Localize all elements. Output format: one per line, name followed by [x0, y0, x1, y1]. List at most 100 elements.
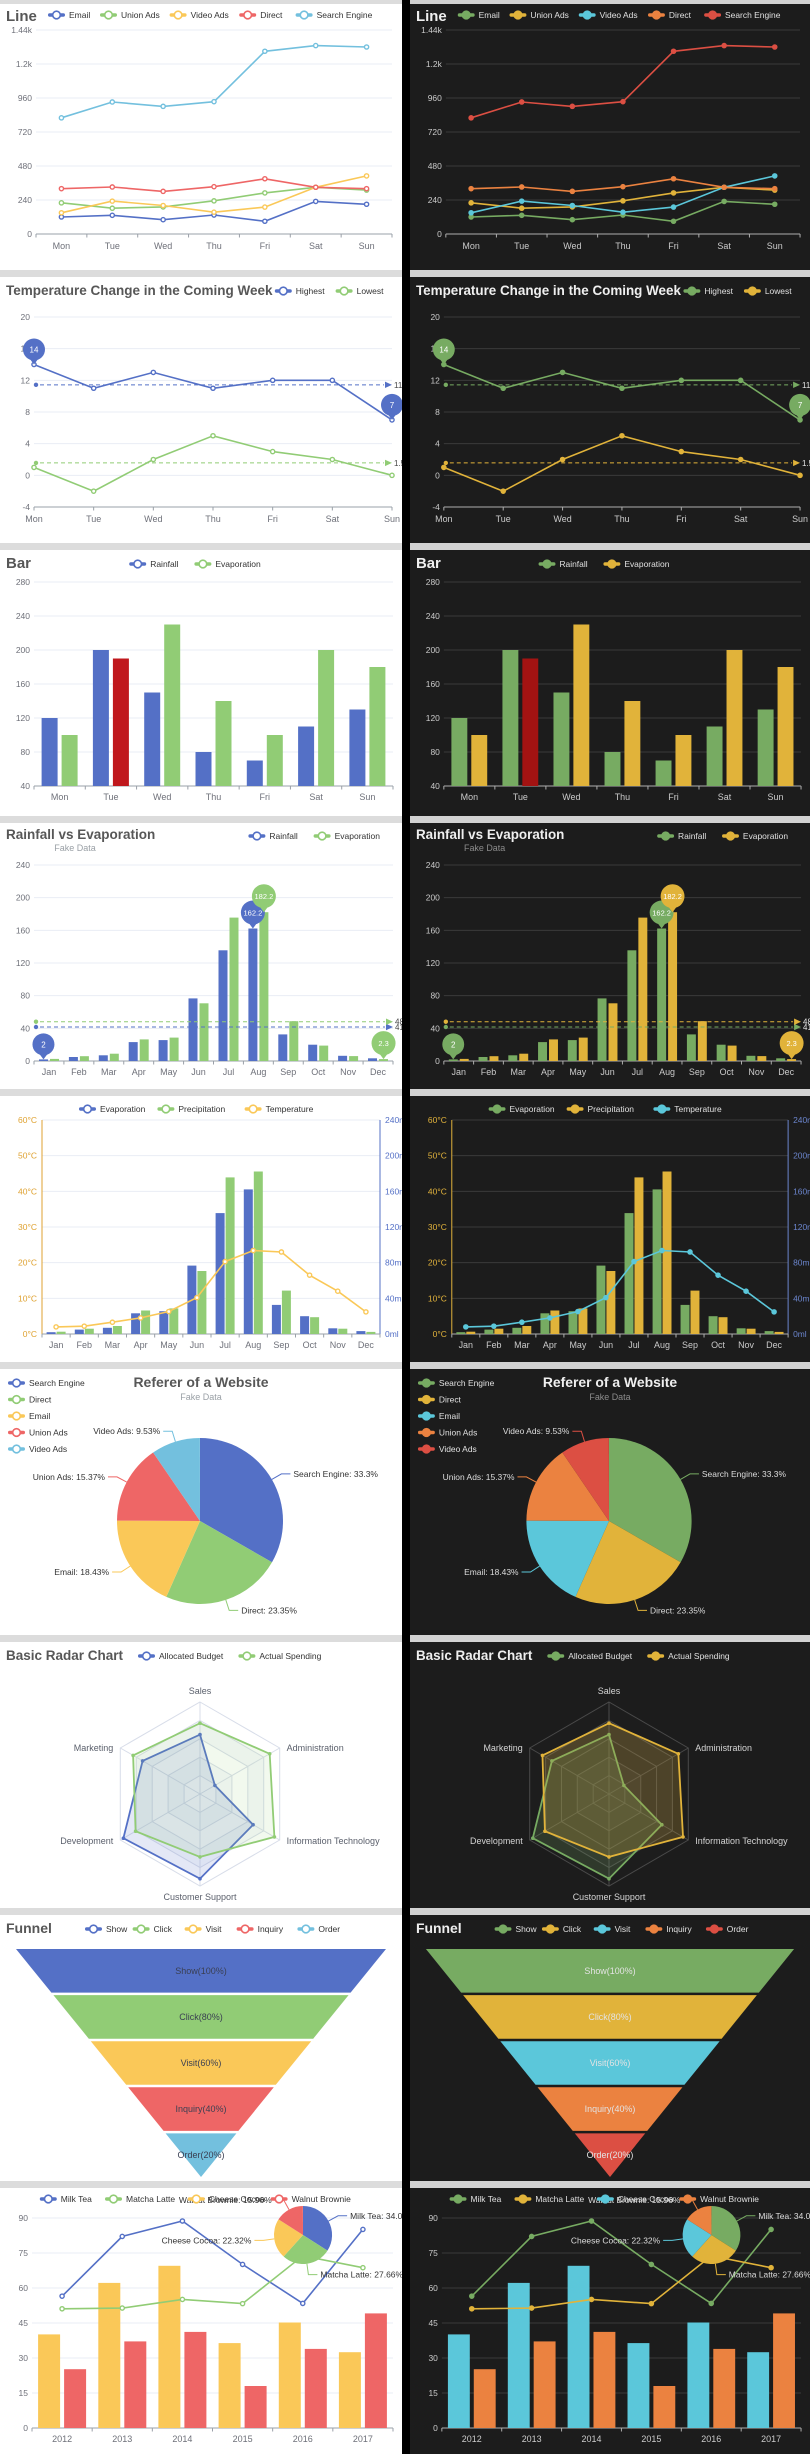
legend-item-lowest[interactable]: Lowest: [743, 286, 792, 296]
legend-item-allocated-budget[interactable]: Allocated Budget: [547, 1651, 633, 1661]
legend-item-walnut-brownie[interactable]: Walnut Brownie: [679, 2194, 759, 2204]
inset-pie-slice-cheese-cocoa[interactable]: [682, 2219, 712, 2257]
legend-item-actual-spending[interactable]: Actual Spending: [238, 1651, 322, 1661]
funnel-stage-show[interactable]: [16, 1949, 386, 1993]
pie-slice-search-engine[interactable]: [200, 1438, 284, 1563]
legend-item-allocated-budget[interactable]: Allocated Budget: [138, 1651, 224, 1661]
legend-item-direct[interactable]: Direct: [239, 10, 283, 20]
legend-item-walnut-brownie[interactable]: Walnut Brownie: [270, 2194, 351, 2204]
legend[interactable]: Email Union Ads Video Ads Direct Search Engi…: [48, 10, 373, 20]
legend[interactable]: Search Engine Direct Email Union Ads Video A…: [8, 1378, 85, 1454]
chart-canvas-line[interactable]: 0 240 480 720 960 1.2k 1.44k Mon Tue Wed Thu Fri Sat…: [0, 4, 402, 270]
legend-item-direct[interactable]: Direct: [648, 10, 692, 20]
chart-canvas-bar[interactable]: 40 80 120 160 200 240 280 Mon Tue Wed Thu Fri Sat Sun…: [0, 550, 402, 816]
legend[interactable]: Show Click Visit Inquiry Order: [494, 1924, 749, 1934]
legend-item-highest[interactable]: Highest: [274, 286, 325, 296]
pie-slice-direct[interactable]: [575, 1521, 681, 1605]
legend-item-inquiry[interactable]: Inquiry: [236, 1924, 284, 1934]
legend-item-show[interactable]: Show: [85, 1924, 128, 1934]
legend-item-email[interactable]: Email: [48, 10, 90, 20]
chart-funnel-light[interactable]: Show(100%) Click(80%) Visit(60%) Inquiry(40…: [0, 1915, 402, 2181]
chart-dataset-mix-light[interactable]: 0 15 30 45 60 75 90 2012 2013 2014 2015 2016 2017 Mil…: [0, 2188, 402, 2454]
legend-item-click[interactable]: Click: [132, 1924, 173, 1934]
legend-item-highest[interactable]: Highest: [683, 286, 734, 296]
legend-item-evaporation[interactable]: Evaporation: [79, 1104, 146, 1114]
pie-slice-union-ads[interactable]: [526, 1452, 610, 1522]
legend[interactable]: Highest Lowest: [683, 286, 792, 296]
legend-item-evaporation[interactable]: Evaporation: [313, 831, 381, 841]
inset-pie-slice-matcha-latte[interactable]: [283, 2235, 328, 2264]
funnel-stage-show[interactable]: [425, 1949, 795, 1993]
legend[interactable]: Email Union Ads Video Ads Direct Search Engi…: [457, 10, 781, 20]
pie-slice-video-ads[interactable]: [562, 1438, 610, 1521]
legend-item-evaporation[interactable]: Evaporation: [603, 559, 670, 569]
chart-canvas-dataset-mix[interactable]: 0 15 30 45 60 75 90 2012 2013 2014 2015 2016 2017 Mil…: [410, 2188, 810, 2454]
chart-canvas-funnel[interactable]: Show(100%) Click(80%) Visit(60%) Inquiry(40…: [0, 1915, 402, 2181]
chart-canvas-rainfall-evaporation[interactable]: 0 40 80 120 160 200 240 Jan Feb Mar Apr May Jun Jul Au…: [410, 823, 810, 1089]
chart-multi-axis-dark[interactable]: 0°C 0ml 10°C 40ml 20°C 80ml 30°C 120ml 40°C 160ml…: [410, 1096, 810, 1362]
legend-item-milk-tea[interactable]: Milk Tea: [39, 2194, 92, 2204]
chart-bar-light[interactable]: 40 80 120 160 200 240 280 Mon Tue Wed Thu Fri Sat Sun…: [0, 550, 402, 816]
legend[interactable]: Rainfall Evaporation: [538, 559, 670, 569]
legend[interactable]: Rainfall Evaporation: [657, 831, 788, 841]
funnel-stage-order[interactable]: [165, 2133, 237, 2177]
legend-item-matcha-latte[interactable]: Matcha Latte: [514, 2194, 585, 2204]
legend-item-order[interactable]: Order: [297, 1924, 340, 1934]
legend-item-temperature[interactable]: Temperature: [653, 1104, 722, 1114]
pie-slice-direct[interactable]: [166, 1521, 272, 1605]
chart-radar-dark[interactable]: Sales Administration Information Technolog…: [410, 1642, 810, 1908]
chart-canvas-pie-referer[interactable]: Search Engine: 33.3% Direct: 23.35% Email:…: [410, 1369, 810, 1635]
chart-canvas-multi-axis[interactable]: 0°C 0ml 10°C 40ml 20°C 80ml 30°C 120ml 40°C 160ml…: [410, 1096, 810, 1362]
legend-item-cheese-cocoa[interactable]: Cheese Cocoa: [187, 2194, 266, 2204]
chart-rainfall-evaporation-light[interactable]: 0 40 80 120 160 200 240 Jan Feb Mar Apr May Jun Jul Au…: [0, 823, 402, 1089]
chart-canvas-funnel[interactable]: Show(100%) Click(80%) Visit(60%) Inquiry(40…: [410, 1915, 810, 2181]
legend-item-lowest[interactable]: Lowest: [335, 286, 385, 296]
legend-item-actual-spending[interactable]: Actual Spending: [647, 1651, 730, 1661]
legend-item-rainfall[interactable]: Rainfall: [129, 559, 179, 569]
legend[interactable]: Allocated Budget Actual Spending: [547, 1651, 730, 1661]
funnel-stage-visit[interactable]: [500, 2041, 720, 2085]
inset-pie-slice-milk-tea[interactable]: [303, 2206, 333, 2251]
legend-item-union-ads[interactable]: Union Ads: [509, 10, 569, 20]
legend-item-email[interactable]: Email: [457, 10, 500, 20]
legend-item-show[interactable]: Show: [494, 1924, 538, 1934]
legend-item-precipitation[interactable]: Precipitation: [566, 1104, 635, 1114]
pie-slice-video-ads[interactable]: [153, 1438, 200, 1521]
inset-pie-slice-cheese-cocoa[interactable]: [273, 2219, 303, 2257]
legend-item-union-ads[interactable]: Union Ads: [100, 10, 160, 20]
legend-item-matcha-latte[interactable]: Matcha Latte: [105, 2194, 175, 2204]
chart-canvas-temperature[interactable]: -4048121620MonTueWedThuFriSatSun11.42147…: [410, 277, 810, 543]
chart-canvas-radar[interactable]: Sales Administration Information Technolog…: [410, 1642, 810, 1908]
legend-item-video-ads[interactable]: Video Ads: [169, 10, 229, 20]
funnel-stage-click[interactable]: [463, 1995, 757, 2039]
legend[interactable]: Evaporation Precipitation Temperature: [79, 1104, 314, 1114]
pie-slice-email[interactable]: [526, 1520, 610, 1597]
legend-item-inquiry[interactable]: Inquiry: [645, 1924, 692, 1934]
legend-item-order[interactable]: Order: [705, 1924, 749, 1934]
legend-item-temperature[interactable]: Temperature: [244, 1104, 314, 1114]
chart-canvas-dataset-mix[interactable]: 0 15 30 45 60 75 90 2012 2013 2014 2015 2016 2017 Mil…: [0, 2188, 402, 2454]
chart-canvas-multi-axis[interactable]: 0°C 0ml 10°C 40ml 20°C 80ml 30°C 120ml 40°C 160ml…: [0, 1096, 402, 1362]
legend-item-evaporation[interactable]: Evaporation: [194, 559, 261, 569]
pie-slice-union-ads[interactable]: [117, 1452, 200, 1522]
legend[interactable]: Allocated Budget Actual Spending: [138, 1651, 322, 1661]
chart-funnel-dark[interactable]: Show(100%) Click(80%) Visit(60%) Inquiry(40…: [410, 1915, 810, 2181]
legend-item-cheese-cocoa[interactable]: Cheese Cocoa: [596, 2194, 674, 2204]
legend-item-milk-tea[interactable]: Milk Tea: [449, 2194, 502, 2204]
funnel-stage-order[interactable]: [574, 2133, 646, 2177]
chart-canvas-radar[interactable]: Sales Administration Information Technolog…: [0, 1642, 402, 1908]
chart-line-dark[interactable]: 0 240 480 720 960 1.2k 1.44k Mon Tue Wed Thu Fri Sat…: [410, 4, 810, 270]
legend[interactable]: Highest Lowest: [274, 286, 385, 296]
legend-item-precipitation[interactable]: Precipitation: [157, 1104, 225, 1114]
inset-pie-slice-walnut-brownie[interactable]: [687, 2206, 712, 2235]
chart-pie-referer-light[interactable]: Search Engine: 33.3% Direct: 23.35% Email:…: [0, 1369, 402, 1635]
funnel-stage-click[interactable]: [53, 1995, 349, 2039]
chart-canvas-bar[interactable]: 40 80 120 160 200 240 280 Mon Tue Wed Thu Fri Sat Sun…: [410, 550, 810, 816]
funnel-stage-inquiry[interactable]: [537, 2087, 683, 2131]
funnel-stage-inquiry[interactable]: [128, 2087, 274, 2131]
chart-temperature-light[interactable]: -4048121620MonTueWedThuFriSatSun11.42147…: [0, 277, 402, 543]
chart-radar-light[interactable]: Sales Administration Information Technolog…: [0, 1642, 402, 1908]
chart-dataset-mix-dark[interactable]: 0 15 30 45 60 75 90 2012 2013 2014 2015 2016 2017 Mil…: [410, 2188, 810, 2454]
chart-canvas-rainfall-evaporation[interactable]: 0 40 80 120 160 200 240 Jan Feb Mar Apr May Jun Jul Au…: [0, 823, 402, 1089]
pie-slice-email[interactable]: [116, 1520, 200, 1597]
